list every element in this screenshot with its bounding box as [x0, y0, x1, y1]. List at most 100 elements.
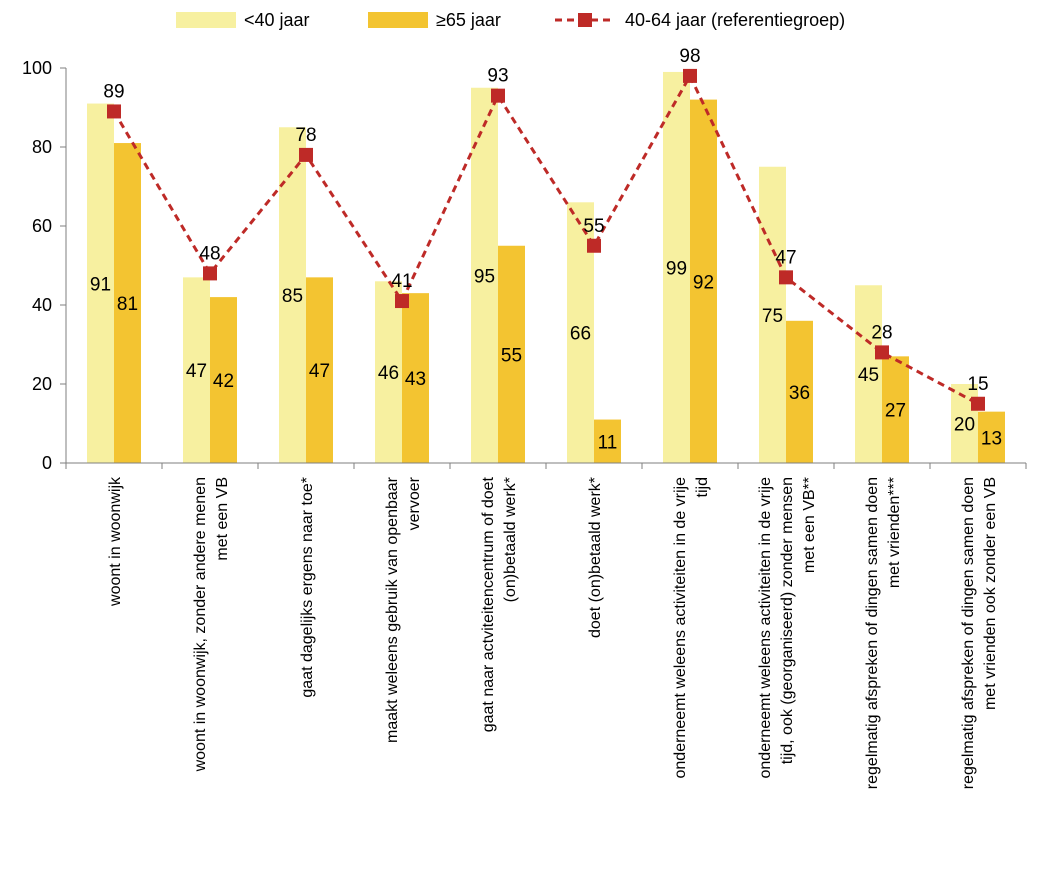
reference-marker [107, 104, 121, 119]
reference-label: 47 [775, 247, 796, 268]
category-label: tijd [694, 477, 711, 497]
legend-marker-reference [578, 13, 592, 27]
bar-label-65-plus: 27 [885, 401, 906, 422]
category-label-group: met vrienden ook zonder een VB [982, 477, 999, 710]
legend-swatch-65-plus [368, 12, 428, 28]
bar-label-65-plus: 92 [693, 272, 714, 293]
category-label: gaat dagelijks ergens naar toe* [299, 477, 316, 698]
bar-labels-layer: 91 81 47 42 85 47 46 43 95 55 66 11 99 92 75 36 45 27 20 13 [90, 258, 1002, 453]
category-label-group: onderneemt weleens activiteiten in de vr… [672, 477, 689, 779]
bar-65-plus [978, 411, 1005, 463]
reference-marker [779, 270, 793, 285]
reference-label: 55 [583, 216, 604, 237]
category-label: maakt weleens gebruik van openbaar [384, 476, 401, 743]
bar-label-under-40: 99 [666, 258, 687, 279]
bar-label-under-40: 45 [858, 365, 879, 386]
category-label: regelmatig afspreken of dingen samen doe… [864, 477, 881, 789]
bar-under-40 [855, 285, 882, 463]
reference-marker [203, 266, 217, 281]
bar-65-plus [882, 356, 909, 463]
reference-label: 93 [487, 66, 508, 87]
bar-label-65-plus: 55 [501, 345, 522, 366]
bar-65-plus [210, 297, 237, 463]
y-tick-label: 20 [32, 374, 52, 394]
category-label: met vrienden*** [886, 477, 903, 588]
category-label: gaat naar actviteitencentrum of doet [480, 476, 497, 732]
category-label-group: regelmatig afspreken of dingen samen doe… [864, 477, 881, 789]
y-tick-label: 100 [22, 58, 52, 78]
bar-65-plus [594, 419, 621, 463]
category-label-group: woont in woonwijk, zonder andere menen [192, 477, 209, 772]
bar-under-40 [663, 71, 690, 463]
bar-65-plus [690, 99, 717, 463]
reference-marker [395, 294, 409, 309]
reference-label: 89 [103, 81, 124, 102]
bar-label-under-40: 85 [282, 286, 303, 307]
category-label: woont in woonwijk [107, 476, 124, 607]
bar-label-under-40: 47 [186, 361, 207, 382]
bar-label-65-plus: 13 [981, 428, 1002, 449]
y-tick-label: 80 [32, 137, 52, 157]
bar-65-plus [786, 320, 813, 463]
reference-label: 15 [967, 374, 988, 395]
bars-layer [87, 71, 1005, 464]
legend-label-65-plus: ≥65 jaar [436, 10, 501, 30]
bar-label-65-plus: 42 [213, 371, 234, 392]
reference-label: 28 [871, 322, 892, 343]
category-label: regelmatig afspreken of dingen samen doe… [960, 477, 977, 789]
category-label: tijd, ook (georganiseerd) zonder mensen [779, 477, 796, 764]
bar-label-65-plus: 11 [598, 432, 618, 453]
category-label-group: maakt weleens gebruik van openbaar [384, 476, 401, 743]
reference-line-layer: 89 48 78 41 93 55 98 47 28 15 [103, 46, 989, 411]
bar-65-plus [306, 277, 333, 463]
reference-label: 78 [295, 125, 316, 146]
reference-marker [299, 147, 313, 162]
bar-label-65-plus: 47 [309, 361, 330, 382]
category-label-group: met vrienden*** [886, 477, 903, 588]
bar-label-under-40: 95 [474, 266, 495, 287]
y-tick-label: 60 [32, 216, 52, 236]
category-label-group: (on)betaald werk* [502, 477, 519, 602]
legend-label-reference: 40-64 jaar (referentiegroep) [625, 10, 845, 30]
category-label: doet (on)betaald werk* [587, 477, 604, 638]
bar-label-65-plus: 36 [789, 383, 810, 404]
reference-label: 98 [679, 46, 700, 67]
category-label-group: gaat dagelijks ergens naar toe* [299, 477, 316, 698]
bar-under-40 [759, 166, 786, 463]
bar-label-65-plus: 43 [405, 369, 426, 390]
reference-marker [587, 238, 601, 253]
y-tick-label: 0 [42, 453, 52, 473]
legend-swatch-under-40 [176, 12, 236, 28]
category-label: vervoer [406, 476, 423, 530]
category-label: (on)betaald werk* [502, 477, 519, 602]
category-label-group: doet (on)betaald werk* [587, 477, 604, 638]
bar-under-40 [375, 281, 402, 463]
bar-65-plus [114, 143, 141, 464]
category-label-group: onderneemt weleens activiteiten in de vr… [757, 477, 774, 779]
category-label-group: vervoer [406, 476, 423, 530]
bar-under-40 [183, 277, 210, 463]
bar-65-plus [402, 293, 429, 463]
reference-line [112, 72, 979, 406]
reference-marker [491, 88, 505, 103]
x-axis: woont in woonwijk woont in woonwijk, zond… [65, 462, 1027, 789]
category-label: onderneemt weleens activiteiten in de vr… [757, 477, 774, 779]
reference-label: 48 [199, 243, 220, 264]
legend-label-under-40: <40 jaar [244, 10, 310, 30]
category-label-group: met een VB [214, 477, 231, 561]
bar-label-under-40: 66 [570, 324, 591, 345]
bar-label-under-40: 20 [954, 415, 975, 436]
reference-marker [683, 68, 697, 83]
y-axis: 0 20 40 60 80 100 [22, 58, 67, 473]
bar-label-under-40: 75 [762, 306, 783, 327]
category-label: met vrienden ook zonder een VB [982, 477, 999, 710]
category-label-group: met een VB** [801, 477, 818, 573]
reference-marker [971, 396, 985, 411]
category-label-group: tijd, ook (georganiseerd) zonder mensen [779, 477, 796, 764]
category-label: met een VB** [801, 477, 818, 573]
category-label: met een VB [214, 477, 231, 561]
category-label-group: woont in woonwijk [107, 476, 124, 607]
bar-label-under-40: 91 [90, 274, 111, 295]
bar-under-40 [87, 103, 114, 464]
